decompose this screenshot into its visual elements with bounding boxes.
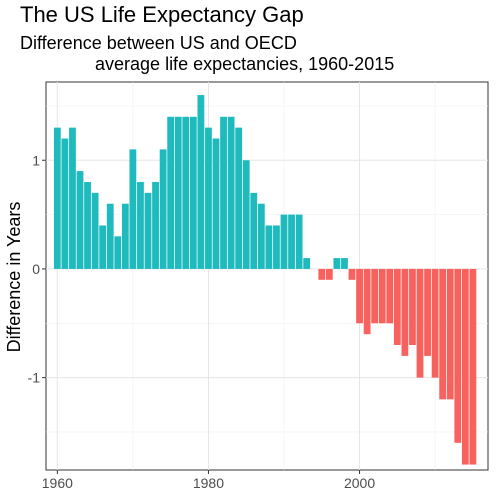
bar-1987 [257, 203, 265, 269]
bar-2005 [393, 268, 401, 346]
bar-1978 [189, 116, 197, 269]
bar-1968 [114, 236, 122, 269]
bar-1963 [76, 171, 84, 269]
bar-1969 [121, 203, 129, 269]
bar-1984 [235, 127, 243, 269]
x-tick-label: 2000 [344, 475, 375, 491]
chart-subtitle: Difference between US and OECD average l… [20, 33, 395, 74]
bar-1997 [333, 258, 341, 269]
bar-1972 [144, 192, 152, 269]
bar-1992 [295, 214, 303, 269]
bar-1991 [288, 214, 295, 269]
bar-1980 [205, 127, 212, 269]
y-tick-label: 1 [32, 152, 40, 168]
bar-1998 [341, 258, 348, 269]
bar-1990 [280, 214, 288, 269]
bar-1995 [318, 268, 326, 280]
bar-1976 [174, 116, 182, 269]
bar-1993 [303, 258, 311, 269]
bar-2004 [386, 268, 394, 324]
bar-1981 [212, 138, 220, 269]
bar-2015 [469, 268, 477, 465]
bar-2009 [424, 268, 431, 356]
bar-2013 [454, 268, 462, 443]
bar-2001 [363, 268, 371, 335]
y-tick-label: -1 [28, 370, 41, 386]
y-axis-label: Difference in Years [4, 202, 24, 353]
bar-1977 [182, 116, 190, 269]
bar-1962 [69, 127, 76, 269]
bar-1964 [84, 181, 91, 269]
bar-1979 [197, 95, 205, 269]
bar-1986 [250, 192, 258, 269]
y-axis: -1 0 1 [28, 152, 46, 386]
bar-2010 [431, 268, 439, 378]
bar-1961 [61, 138, 69, 269]
bar-1974 [159, 149, 167, 269]
bar-1967 [106, 203, 114, 269]
chart-title: The US Life Expectancy Gap [20, 2, 304, 27]
bar-2006 [401, 268, 409, 356]
bar-1966 [99, 225, 107, 269]
bar-2007 [409, 268, 416, 346]
y-tick-label: 0 [32, 261, 40, 277]
bar-1971 [137, 181, 144, 269]
x-tick-label: 1980 [193, 475, 224, 491]
bar-2002 [371, 268, 379, 324]
bar-2000 [356, 268, 363, 324]
bar-1989 [273, 225, 280, 269]
x-tick-label: 1960 [42, 475, 73, 491]
bar-2003 [378, 268, 386, 324]
bar-2014 [461, 268, 469, 465]
bar-1988 [265, 225, 273, 269]
bar-1982 [220, 116, 227, 269]
x-axis: 1960 1980 2000 [42, 470, 375, 491]
bar-1960 [53, 127, 61, 269]
bar-1996 [325, 268, 333, 280]
bar-1999 [348, 268, 356, 280]
bar-2011 [439, 268, 447, 400]
bar-2012 [446, 268, 454, 400]
bars [53, 95, 477, 465]
bar-1975 [167, 116, 175, 269]
bar-1965 [91, 192, 99, 269]
bar-2008 [416, 268, 424, 378]
bar-1985 [242, 160, 250, 269]
bar-1970 [129, 149, 137, 269]
bar-1983 [227, 116, 235, 269]
bar-1973 [152, 181, 159, 269]
